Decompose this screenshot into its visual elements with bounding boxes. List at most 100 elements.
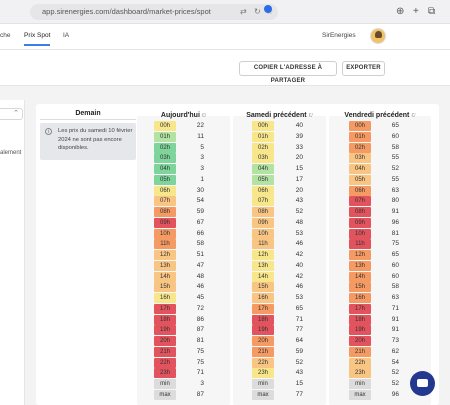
copy-share-address-button[interactable]: COPIER L'ADRESSE À PARTAGER [239, 61, 337, 84]
hour-cell: 01h [349, 131, 371, 142]
price-value: 58 [196, 240, 204, 248]
price-value: 63 [391, 186, 399, 194]
price-value: 81 [391, 229, 399, 237]
hour-cell: 18h [349, 314, 371, 325]
price-value: 15 [295, 165, 303, 172]
hour-cell: 09h [252, 217, 274, 228]
hour-cell: 01h [154, 131, 176, 142]
today-currency: €/ [201, 113, 207, 119]
price-value: 52 [391, 165, 399, 172]
hour-cell: 04h [252, 164, 274, 174]
aggregate-value: 77 [295, 390, 303, 398]
download-icon[interactable]: ⊕ [396, 6, 405, 17]
hour-cell: 03h [154, 153, 176, 164]
friday-header: Vendredi précédent €/ [329, 112, 431, 119]
hour-cell: 10h [154, 228, 176, 239]
hour-cell: 21h [252, 346, 274, 357]
price-value: 65 [391, 122, 399, 129]
price-value: 75 [196, 358, 204, 366]
price-value: 54 [196, 197, 204, 205]
price-value: 60 [391, 261, 399, 269]
hour-cell: 18h [252, 314, 274, 325]
price-value: 42 [295, 272, 303, 280]
extension-icon[interactable] [264, 5, 272, 13]
price-value: 3 [200, 154, 204, 162]
hour-cell: 08h [252, 207, 274, 217]
price-value: 59 [295, 347, 303, 355]
hour-cell: 20h [349, 336, 371, 346]
hour-cell: 23h [252, 368, 274, 379]
price-value: 59 [196, 208, 204, 215]
price-value: 30 [196, 186, 204, 194]
browser-toolbar: app.sirenergies.com/dashboard/market-pri… [0, 0, 450, 24]
price-value: 53 [295, 294, 303, 301]
address-bar[interactable]: app.sirenergies.com/dashboard/market-pri… [30, 4, 278, 20]
app-nav: che Prix Spot IA SirEnergies [0, 24, 450, 50]
price-value: 91 [391, 315, 399, 323]
price-value: 75 [391, 240, 399, 248]
hour-cell: 02h [154, 142, 176, 153]
price-value: 33 [295, 143, 303, 151]
hour-cell: 06h [252, 185, 274, 196]
price-value: 73 [391, 337, 399, 344]
aggregate-value: 96 [391, 390, 399, 398]
price-value: 75 [196, 347, 204, 355]
price-value: 54 [391, 358, 399, 366]
info-icon: i [45, 128, 52, 135]
hour-cell: 13h [349, 260, 371, 271]
price-value: 86 [196, 315, 204, 323]
price-value: 22 [196, 122, 204, 129]
hour-cell: 08h [349, 207, 371, 217]
tab-prix-spot[interactable]: Prix Spot [24, 32, 51, 46]
tab-previous[interactable]: che [0, 32, 11, 39]
hour-cell: 05h [154, 174, 176, 185]
tabs-icon[interactable]: ⧉ [428, 6, 436, 17]
left-panel: ⌃ alement [0, 100, 25, 405]
price-value: 65 [295, 304, 303, 312]
hour-cell: 02h [252, 142, 274, 153]
price-value: 48 [295, 218, 303, 226]
spot-prices-card: Demain i Les prix du samedi 10 février 2… [36, 104, 439, 405]
chat-button[interactable] [410, 371, 435, 396]
price-value: 87 [196, 326, 204, 334]
price-value: 65 [391, 251, 399, 258]
demain-header: Demain [40, 110, 136, 120]
price-value: 77 [295, 326, 303, 334]
hour-cell: 13h [154, 260, 176, 271]
price-value: 67 [196, 218, 204, 226]
today-header: Aujourd'hui €/ [137, 112, 230, 119]
price-value: 60 [391, 272, 399, 280]
hour-cell: 16h [252, 293, 274, 303]
price-value: 81 [196, 337, 204, 344]
avatar[interactable] [370, 28, 386, 44]
translate-icon[interactable]: ⇄ [240, 7, 247, 16]
left-text: alement [0, 150, 22, 156]
user-name[interactable]: SirEnergies [322, 32, 356, 39]
saturday-header: Samedi précédent €/ [233, 112, 326, 119]
price-value: 71 [391, 304, 399, 312]
price-value: 58 [391, 143, 399, 151]
price-value: 80 [391, 197, 399, 205]
new-tab-icon[interactable]: + [413, 6, 419, 17]
hour-cell: 14h [349, 271, 371, 282]
tab-ia[interactable]: IA [63, 32, 70, 39]
hour-cell: 19h [154, 325, 176, 336]
hour-cell: 03h [252, 153, 274, 164]
price-value: 1 [200, 175, 204, 183]
hour-cell: max [252, 389, 274, 400]
price-value: 40 [295, 122, 303, 129]
price-value: 51 [196, 251, 204, 258]
export-button[interactable]: EXPORTER [342, 61, 385, 76]
price-value: 60 [391, 132, 399, 140]
hour-cell: 16h [349, 293, 371, 303]
price-value: 63 [391, 294, 399, 301]
aggregate-value: 87 [196, 390, 204, 398]
price-value: 53 [295, 229, 303, 237]
column-saturday [233, 116, 326, 405]
hour-cell: 01h [252, 131, 274, 142]
left-select[interactable]: ⌃ [0, 108, 23, 120]
hour-cell: 07h [349, 196, 371, 207]
refresh-icon[interactable]: ↻ [254, 7, 261, 16]
price-value: 52 [391, 369, 399, 377]
hour-cell: 00h [154, 121, 176, 131]
